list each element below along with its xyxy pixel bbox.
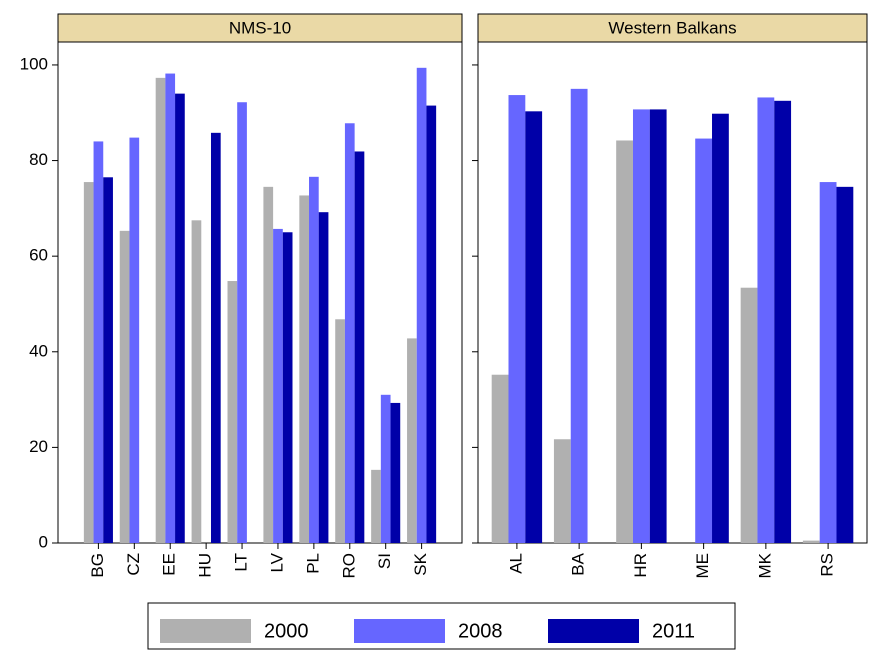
bar [836, 186, 854, 543]
bar [83, 182, 94, 544]
bar [210, 132, 221, 544]
x-tick-label: SK [411, 552, 430, 575]
legend-label: 2011 [652, 620, 695, 642]
bar [129, 137, 140, 543]
x-tick-label: HU [196, 553, 215, 578]
y-tick-label: 20 [29, 437, 48, 456]
bar [119, 230, 130, 543]
panel-title: NMS-10 [229, 18, 291, 37]
y-tick-label: 40 [29, 341, 48, 360]
bar [757, 97, 775, 544]
x-tick-label: EE [160, 553, 179, 576]
bar [155, 77, 166, 543]
bar [273, 228, 283, 544]
x-tick-label: CZ [124, 553, 143, 576]
bar [227, 281, 238, 543]
x-tick-label: LT [232, 553, 251, 572]
bar [819, 182, 837, 544]
bar [491, 374, 509, 543]
x-tick-label: ME [693, 553, 712, 579]
bar [695, 138, 713, 544]
legend-swatch [354, 619, 445, 643]
y-tick-label: 80 [29, 150, 48, 169]
bar [263, 186, 274, 543]
bar [318, 212, 329, 544]
x-tick-label: HR [631, 553, 650, 578]
plot-area [57, 41, 463, 544]
panel-title: Western Balkans [608, 18, 736, 37]
x-tick-label: BG [88, 553, 107, 578]
bar [165, 73, 176, 544]
bar [309, 176, 319, 543]
bar [390, 402, 401, 543]
legend-swatch [548, 619, 639, 643]
bar [616, 140, 633, 543]
x-tick-label: SI [375, 553, 394, 569]
bar [426, 105, 437, 543]
bar [712, 113, 729, 544]
legend-label: 2000 [264, 620, 309, 642]
bar [103, 177, 113, 543]
bar [335, 319, 345, 543]
bar [191, 220, 202, 543]
bar [740, 287, 758, 543]
y-tick-label: 100 [20, 54, 48, 73]
x-tick-label: RS [818, 553, 837, 577]
bar [553, 439, 571, 543]
bar [380, 394, 391, 543]
bar [570, 88, 588, 543]
y-tick-label: 60 [29, 246, 48, 265]
x-tick-label: AL [506, 553, 525, 574]
bar [371, 469, 381, 543]
x-tick-label: MK [755, 552, 774, 578]
bar [175, 93, 185, 544]
y-tick-label: 0 [39, 532, 48, 551]
x-tick-label: LV [267, 552, 286, 572]
plot-area [477, 41, 868, 544]
bar [525, 111, 543, 543]
bar [354, 151, 365, 543]
bar [282, 232, 293, 544]
x-tick-label: BA [569, 552, 588, 575]
bar [508, 95, 526, 543]
panel-header [57, 13, 463, 43]
bar [299, 195, 310, 544]
bar [344, 123, 355, 544]
x-tick-label: PL [303, 553, 322, 574]
bar [774, 100, 792, 544]
bar [802, 540, 820, 543]
bar [93, 141, 104, 543]
bar [649, 109, 667, 544]
legend-swatch [160, 619, 251, 643]
bar [407, 338, 417, 543]
bar [632, 109, 650, 544]
bar [237, 102, 247, 543]
x-tick-label: RO [339, 553, 358, 579]
legend-label: 2008 [458, 620, 503, 642]
bar [416, 67, 427, 544]
